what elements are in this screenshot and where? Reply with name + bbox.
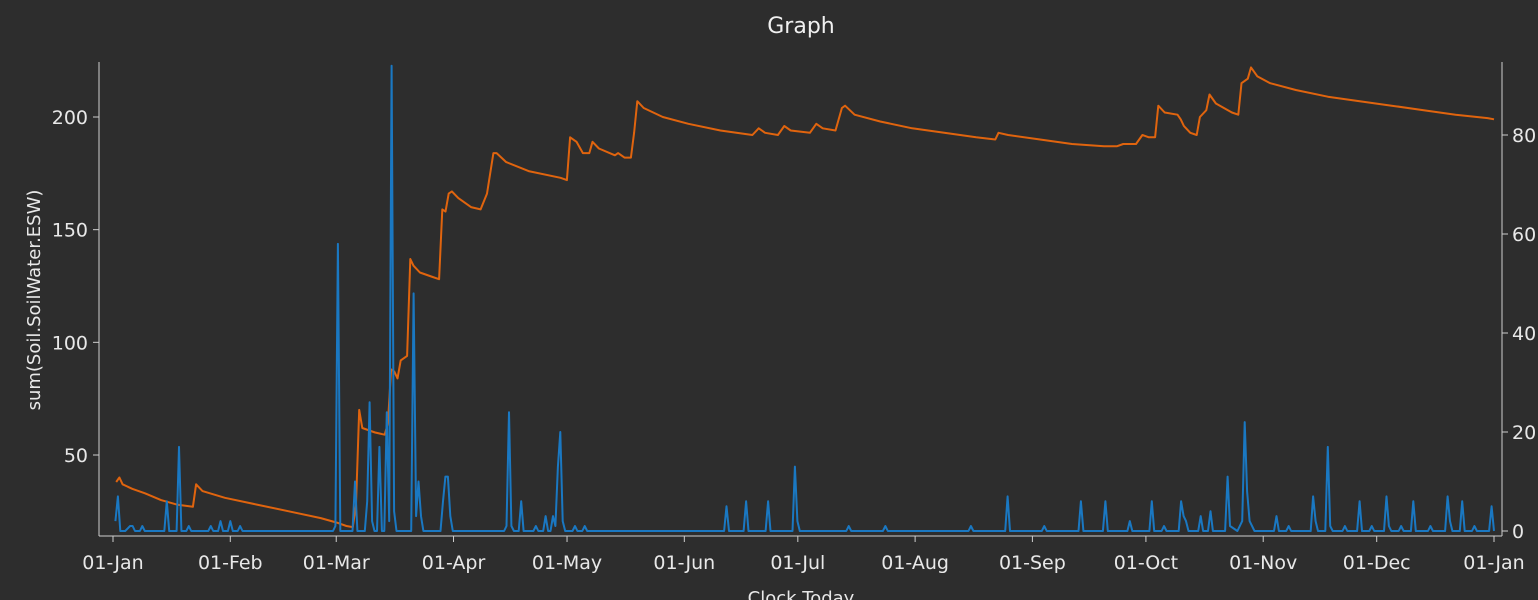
y-tick-label: 100	[52, 332, 88, 354]
x-tick-label: 01-Jan	[82, 552, 143, 574]
y2-tick-label: 40	[1512, 323, 1536, 345]
x-axis-title: Clock.Today	[748, 588, 855, 600]
chart-title: Graph	[767, 14, 834, 39]
y2-tick-label: 60	[1512, 224, 1536, 246]
series-line-left-axis	[115, 66, 1495, 529]
y-axis-title: sum(Soil.SoilWater.ESW)	[24, 190, 45, 411]
x-tick-label: 01-Sep	[999, 552, 1066, 574]
series-layer	[114, 64, 1495, 532]
x-tick-label: 01-Nov	[1229, 552, 1297, 574]
left-y-axis-ticks: 50 100 150 200	[52, 107, 99, 467]
y-tick-label: 50	[64, 445, 88, 467]
y2-tick-label: 0	[1512, 521, 1524, 543]
x-tick-label: 01-Feb	[198, 552, 263, 574]
y-tick-label: 150	[52, 220, 88, 242]
y2-tick-label: 80	[1512, 125, 1536, 147]
x-tick-label: 01-Dec	[1343, 552, 1411, 574]
x-tick-label: 01-Jun	[653, 552, 715, 574]
x-tick-label: 01-Jul	[770, 552, 825, 574]
y-tick-label: 200	[52, 107, 88, 129]
x-tick-label: 01-May	[532, 552, 602, 574]
y2-tick-label: 20	[1512, 422, 1536, 444]
series-line-right-axis	[114, 64, 1495, 532]
right-y-axis-ticks: 0 20 40 60 80	[1502, 125, 1536, 543]
x-tick-label: 01-Oct	[1114, 552, 1178, 574]
x-tick-label: 01-Jan	[1463, 552, 1524, 574]
x-axis-ticks: 01-Jan 01-Feb 01-Mar 01-Apr 01-May 01-Jun 01-J…	[82, 536, 1525, 574]
x-tick-label: 01-Mar	[303, 552, 370, 574]
x-tick-label: 01-Apr	[422, 552, 486, 574]
x-tick-label: 01-Aug	[881, 552, 949, 574]
